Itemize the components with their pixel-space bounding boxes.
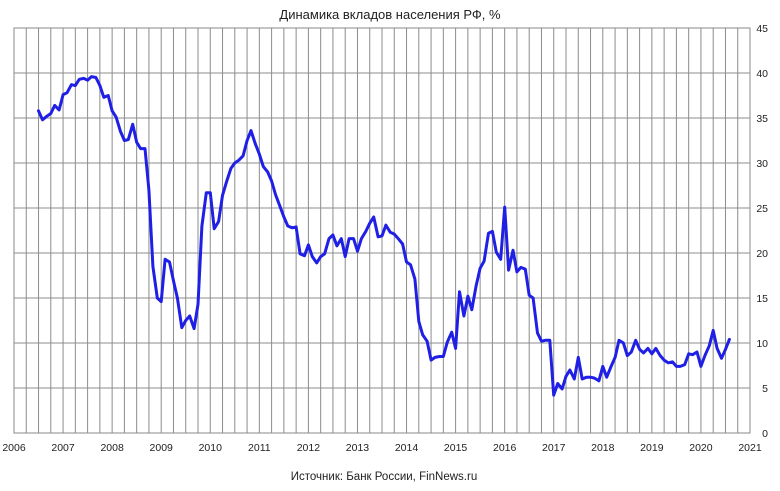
plot-frame — [13, 27, 751, 434]
x-tick-label: 2006 — [2, 442, 26, 454]
x-tick-label: 2019 — [640, 442, 664, 454]
x-tick-label: 2009 — [150, 442, 174, 454]
x-tick-label: 2020 — [689, 442, 713, 454]
x-tick-label: 2017 — [542, 442, 566, 454]
series-line — [37, 75, 731, 397]
y-tick-label: 40 — [756, 68, 768, 80]
x-tick-label: 2014 — [395, 442, 419, 454]
y-tick-label: 20 — [756, 248, 768, 260]
chart-source: Источник: Банк России, FinNews.ru — [291, 471, 477, 483]
x-tick-label: 2007 — [51, 442, 75, 454]
x-tick-label: 2021 — [738, 442, 762, 454]
chart-title: Динамика вкладов населения РФ, % — [279, 7, 501, 22]
x-tick-label: 2018 — [591, 442, 615, 454]
y-tick-label: 15 — [756, 293, 768, 305]
x-tick-label: 2016 — [493, 442, 517, 454]
y-tick-label: 30 — [756, 158, 768, 170]
x-tick-label: 2015 — [444, 442, 468, 454]
y-tick-label: 35 — [756, 113, 768, 125]
x-tick-label: 2013 — [346, 442, 370, 454]
x-tick-label: 2010 — [199, 442, 223, 454]
y-tick-label: 45 — [756, 23, 768, 35]
x-tick-label: 2012 — [297, 442, 321, 454]
y-tick-label: 5 — [762, 383, 768, 395]
x-tick-label: 2011 — [248, 442, 271, 454]
x-tick-label: 2008 — [100, 442, 124, 454]
y-tick-label: 10 — [756, 338, 768, 350]
series-layer — [37, 75, 731, 397]
y-tick-label: 25 — [756, 203, 768, 215]
grid — [14, 28, 750, 433]
x-axis: 2006 2007 2008 2009 2010 2011 2012 2013 2014 2015… — [2, 442, 762, 454]
y-axis: 0 5 10 15 20 25 30 35 40 45 — [756, 23, 768, 440]
y-tick-label: 0 — [762, 428, 768, 440]
